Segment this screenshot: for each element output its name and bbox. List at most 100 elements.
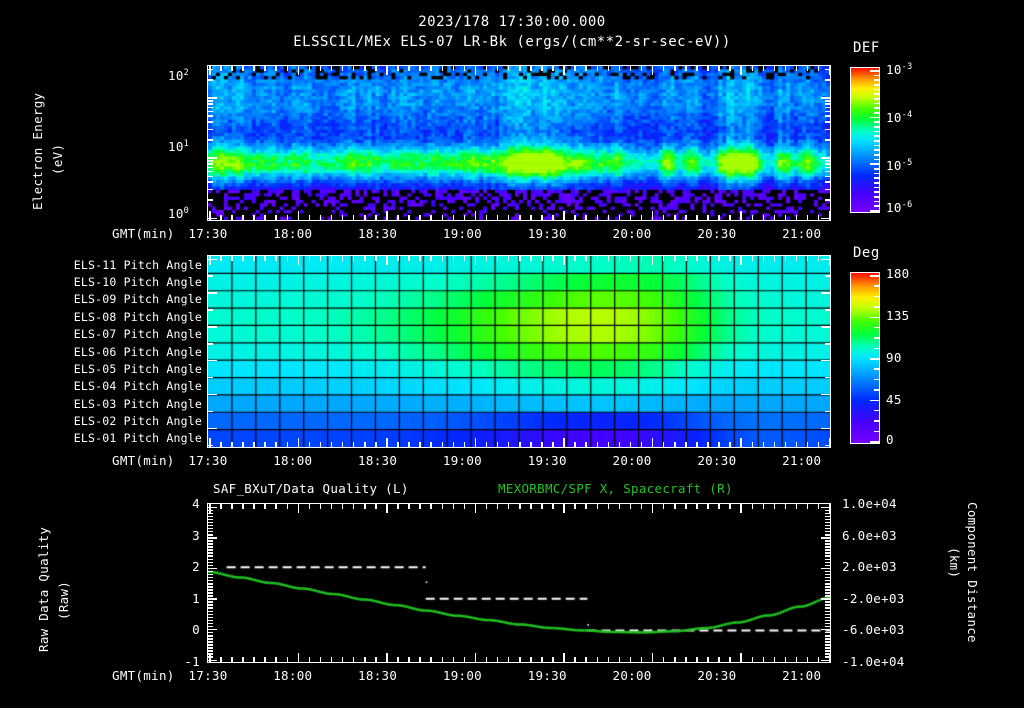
bot-ylabel-left-units: (Raw) <box>56 581 71 620</box>
colorbar-tick <box>874 368 879 370</box>
top-ylabel-units-text: (eV) <box>50 143 65 175</box>
colorbar-tick <box>870 163 879 165</box>
bot-panel-ticks <box>207 503 831 663</box>
deg-tick-45: 45 <box>886 392 902 407</box>
top-ytick-1-mantissa: 10 <box>168 206 184 222</box>
colorbar-tick <box>874 126 879 128</box>
colorbar-tick <box>874 130 879 133</box>
colorbar-tick <box>874 88 879 91</box>
def-tick-1e-6-mantissa: 10 <box>886 200 902 216</box>
colorbar-tick <box>874 140 879 142</box>
mid-row-label-08: ELS-08 Pitch Angle <box>73 309 202 324</box>
def-colorbar-title: DEF <box>853 40 880 56</box>
bot-ytick-left: 1 <box>192 590 200 606</box>
colorbar-tick <box>874 149 879 151</box>
def-tick-1e-5: 10-5 <box>886 158 913 173</box>
colorbar-tick <box>874 295 879 298</box>
colorbar-tick <box>874 205 879 207</box>
def-tick-1e-6-exp: -6 <box>901 200 913 210</box>
colorbar-tick <box>874 285 879 287</box>
xtick-label: 20:30 <box>697 453 737 468</box>
colorbar-tick <box>874 378 879 381</box>
bot-title-left: SAF_BXuT/Data Quality (L) <box>213 481 409 496</box>
mid-row-label-11: ELS-11 Pitch Angle <box>73 257 202 272</box>
xtick-label: 17:30 <box>188 226 228 241</box>
mid-row-label-09: ELS-09 Pitch Angle <box>73 292 202 307</box>
electron-energy-spectrogram <box>208 66 830 220</box>
bot-ytick-right: 2.0e+03 <box>842 559 897 575</box>
bot-title-right: MEXORBMC/SPF X, Spacecraft (R) <box>498 481 733 496</box>
colorbar-tick <box>874 347 879 350</box>
xtick-label: 18:00 <box>273 668 313 683</box>
mid-row-label-07: ELS-07 Pitch Angle <box>73 327 202 342</box>
xtick-label: 20:00 <box>612 668 652 683</box>
bot-ylabel-left-text: Raw Data Quality <box>36 526 51 652</box>
top-panel-frame <box>207 65 831 221</box>
bot-xaxis-prefix: GMT(min) <box>112 668 175 683</box>
bot-ytick-right: -2.0e+03 <box>842 590 905 606</box>
xtick-label: 20:00 <box>612 226 652 241</box>
xtick-label: 21:00 <box>782 226 822 241</box>
top-ytick-10-mantissa: 10 <box>168 139 184 155</box>
bot-ylabel-right-units-text: (km) <box>947 547 962 579</box>
xtick-label: 19:30 <box>527 668 567 683</box>
top-ytick-100: 102 <box>168 68 189 83</box>
colorbar-tick <box>874 337 879 339</box>
colorbar-tick <box>874 177 879 179</box>
deg-tick-135: 135 <box>886 308 910 323</box>
xtick-label: 18:30 <box>358 453 398 468</box>
xtick-label: 17:30 <box>188 668 228 683</box>
deg-tick-0: 0 <box>886 432 894 447</box>
colorbar-tick <box>874 154 879 156</box>
mid-row-label-05: ELS-05 Pitch Angle <box>73 361 202 376</box>
colorbar-tick <box>874 409 879 412</box>
top-ytick-10: 101 <box>168 139 189 154</box>
colorbar-tick <box>874 420 879 422</box>
colorbar-tick <box>870 316 879 318</box>
top-ylabel: Electron Energy <box>30 93 45 210</box>
deg-colorbar-title: Deg <box>853 245 880 261</box>
colorbar-tick <box>874 389 879 391</box>
xtick-label: 18:30 <box>358 226 398 241</box>
pitch-angle-grid <box>208 256 830 447</box>
colorbar-tick <box>874 135 879 137</box>
mid-row-label-01: ELS-01 Pitch Angle <box>73 431 202 446</box>
colorbar-tick <box>874 172 879 175</box>
colorbar-tick <box>870 399 879 401</box>
mid-row-label-02: ELS-02 Pitch Angle <box>73 413 202 428</box>
data-quality-distance-plot <box>208 504 830 662</box>
def-tick-1e-3: 10-3 <box>886 62 913 77</box>
bot-ytick-left: 0 <box>192 622 200 638</box>
xtick-label: 21:00 <box>782 453 822 468</box>
bot-ylabel-left-units-text: (Raw) <box>56 580 71 620</box>
top-panel-ticks <box>207 65 831 221</box>
colorbar-tick <box>870 441 879 443</box>
colorbar-tick <box>874 144 879 147</box>
xtick-label: 19:00 <box>442 226 483 241</box>
def-tick-1e-4-exp: -4 <box>901 110 913 120</box>
bot-ylabel-right-text: Component Distance <box>965 502 980 643</box>
colorbar-tick <box>874 93 879 95</box>
colorbar-tick <box>874 186 879 189</box>
def-tick-1e-4-mantissa: 10 <box>886 110 902 126</box>
mid-row-label-03: ELS-03 Pitch Angle <box>73 396 202 411</box>
mid-panel-frame <box>207 255 831 448</box>
xtick-label: 18:00 <box>273 226 313 241</box>
bot-ytick-right: -1.0e+04 <box>842 654 905 669</box>
top-ytick-100-exp: 2 <box>183 68 190 78</box>
colorbar-tick <box>870 210 879 212</box>
xtick-label: 18:30 <box>358 668 398 683</box>
deg-colorbar-frame <box>850 272 880 444</box>
colorbar-tick <box>874 200 879 203</box>
xtick-label: 20:30 <box>697 226 737 241</box>
colorbar-tick <box>874 191 879 193</box>
colorbar-tick <box>870 358 879 360</box>
bot-ylabel-left: Raw Data Quality <box>36 527 51 652</box>
colorbar-tick <box>870 116 879 119</box>
xtick-label: 19:00 <box>442 668 483 683</box>
top-ytick-100-mantissa: 10 <box>168 68 184 84</box>
page-title-line2: ELSSCIL/MEx ELS-07 LR-Bk (ergs/(cm**2-sr… <box>293 34 731 50</box>
top-ytick-10-exp: 1 <box>183 139 190 149</box>
bot-panel-frame <box>207 503 831 663</box>
def-tick-1e-3-mantissa: 10 <box>886 62 902 78</box>
